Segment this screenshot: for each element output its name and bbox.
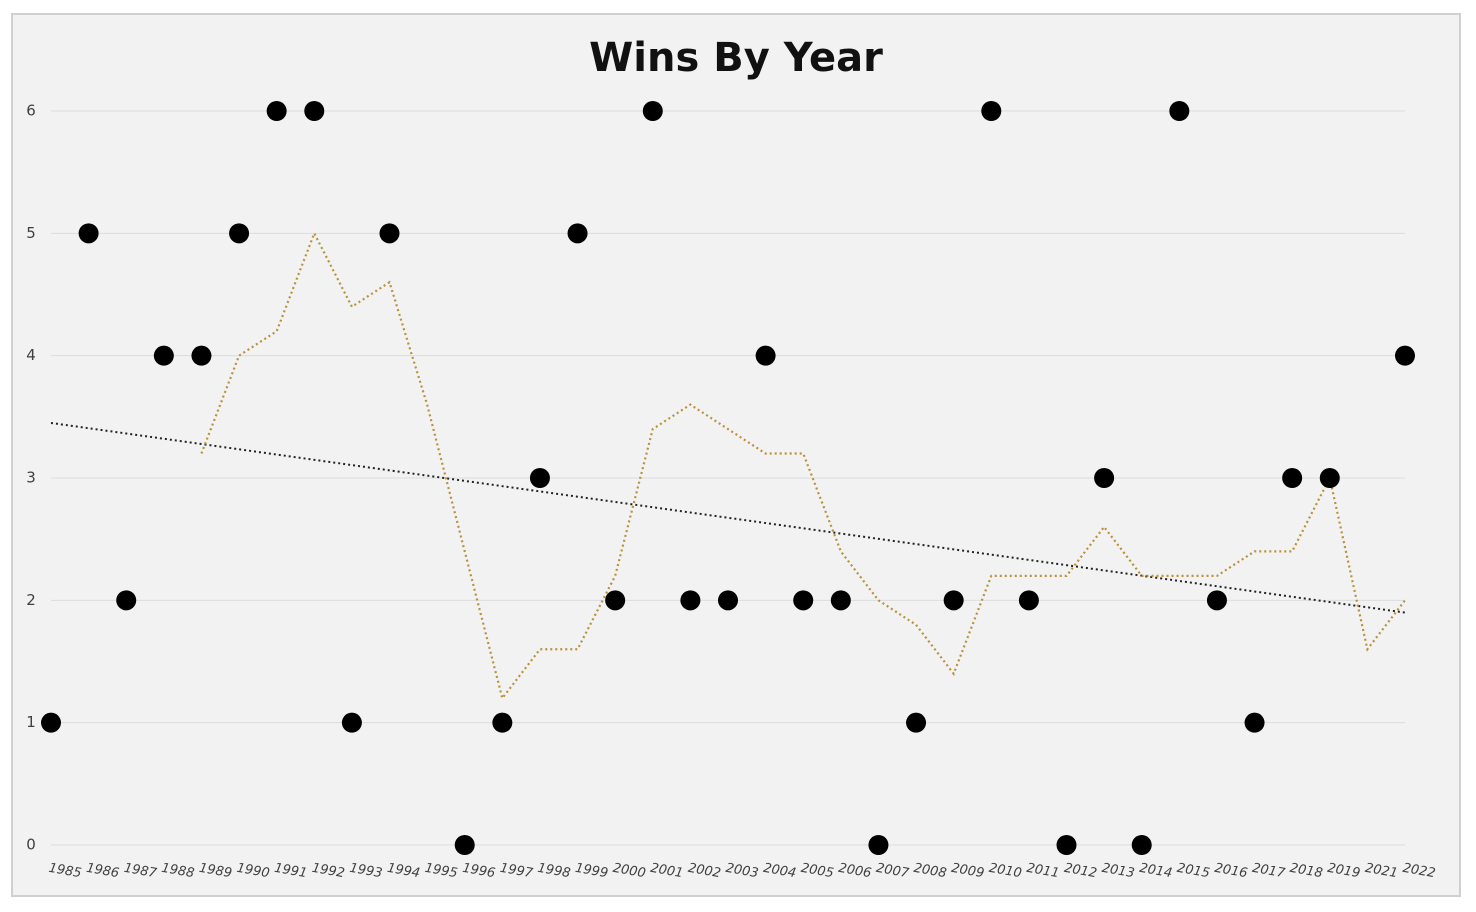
data-point	[41, 712, 61, 733]
y-tick-label: 6	[26, 102, 36, 120]
data-point	[830, 590, 851, 611]
x-tick-label: 2022	[1401, 861, 1436, 882]
x-tick-label: 2013	[1101, 861, 1136, 882]
y-tick-label: 3	[26, 469, 36, 487]
x-tick-label: 1996	[461, 861, 496, 882]
data-point	[454, 835, 475, 855]
data-point	[379, 223, 400, 244]
data-point	[943, 590, 964, 611]
x-tick-label: 1991	[273, 861, 308, 882]
x-tick-label: 1994	[386, 861, 421, 882]
x-tick-label: 1993	[348, 861, 383, 882]
x-tick-label: 2014	[1138, 861, 1173, 882]
data-point	[229, 223, 250, 244]
data-point	[1131, 835, 1152, 855]
data-point	[153, 345, 174, 366]
x-tick-label: 2007	[875, 861, 911, 882]
x-tick-label: 2000	[612, 861, 647, 882]
data-point	[1169, 101, 1190, 121]
x-tick-label: 2019	[1326, 861, 1361, 882]
x-tick-label: 2002	[687, 861, 722, 882]
data-point	[492, 712, 513, 733]
data-point	[981, 101, 1002, 121]
data-point	[1244, 712, 1265, 733]
x-tick-label: 2017	[1251, 861, 1287, 882]
x-tick-label: 2005	[800, 861, 835, 882]
x-tick-label: 1990	[235, 861, 270, 882]
x-tick-label: 1986	[85, 861, 120, 882]
x-tick-label: 2008	[912, 861, 947, 882]
x-tick-label: 2018	[1289, 861, 1324, 882]
data-point	[1206, 590, 1227, 611]
data-point	[793, 590, 814, 611]
x-tick-label: 1989	[198, 861, 233, 882]
x-tick-label: 1987	[123, 861, 159, 882]
y-tick-label: 1	[26, 713, 36, 731]
data-point	[529, 468, 550, 488]
x-tick-label: 1999	[574, 861, 609, 882]
data-point	[1319, 468, 1340, 488]
x-tick-label: 1988	[160, 861, 195, 882]
x-tick-label: 1992	[311, 861, 346, 882]
data-point	[266, 101, 287, 121]
data-point	[680, 590, 701, 611]
y-tick-label: 0	[26, 836, 36, 854]
data-point	[605, 590, 626, 611]
data-point	[304, 101, 325, 121]
data-point	[1018, 590, 1039, 611]
x-tick-label: 2016	[1213, 861, 1248, 882]
data-point	[191, 345, 212, 366]
data-point	[718, 590, 738, 611]
data-point	[906, 712, 927, 733]
data-point	[642, 101, 663, 121]
y-tick-label: 4	[26, 346, 36, 364]
data-point	[1094, 468, 1115, 488]
data-point	[868, 835, 889, 855]
data-point	[1056, 835, 1077, 855]
x-tick-label: 1998	[536, 861, 571, 882]
x-tick-label: 2006	[837, 861, 872, 882]
data-point	[1282, 468, 1303, 488]
data-point	[755, 345, 776, 366]
chart-area	[11, 13, 1461, 897]
x-tick-label: 2003	[724, 861, 759, 882]
data-point	[116, 590, 137, 611]
y-tick-label: 5	[26, 224, 36, 242]
x-tick-label: 1995	[424, 861, 459, 882]
chart-title: Wins By Year	[589, 35, 883, 81]
x-tick-label: 2012	[1063, 861, 1098, 882]
x-tick-label: 2011	[1025, 861, 1060, 882]
x-tick-label: 2009	[950, 861, 985, 882]
data-point	[78, 223, 99, 244]
data-point	[341, 712, 362, 733]
x-tick-label: 2010	[988, 861, 1023, 882]
x-tick-label: 2004	[762, 861, 797, 882]
x-tick-label: 1985	[47, 861, 82, 882]
y-tick-label: 2	[26, 591, 36, 609]
x-tick-label: 2001	[649, 861, 684, 882]
x-tick-label: 2015	[1176, 861, 1211, 882]
x-tick-label: 2021	[1364, 861, 1399, 882]
data-point	[567, 223, 588, 244]
data-point	[1395, 345, 1415, 366]
x-tick-label: 1997	[499, 861, 535, 882]
